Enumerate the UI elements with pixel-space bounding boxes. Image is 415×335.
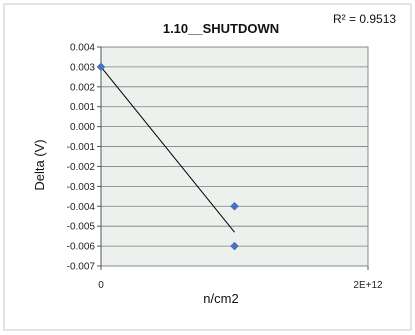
y-tick-label: -0.006 — [67, 242, 96, 253]
x-tick-label: 0 — [98, 280, 104, 291]
y-tick-label: 0.003 — [70, 62, 95, 73]
data-point — [230, 201, 239, 211]
data-point — [96, 62, 106, 72]
plot-area: 0.004 0.003 0.002 0.001 0.000 -0.001 -0.002 -0.… — [67, 43, 383, 292]
data-point — [230, 241, 239, 251]
x-axis-title: n/cm2 — [203, 291, 238, 306]
y-tick-label: -0.005 — [67, 222, 96, 233]
chart-title: 1.10__SHUTDOWN — [163, 21, 279, 36]
y-tick-label: 0.004 — [70, 43, 95, 54]
r-squared-label: R² = 0.9513 — [333, 12, 396, 26]
plot-background — [100, 46, 369, 267]
y-tick-label: -0.002 — [67, 162, 96, 173]
y-tick-label: -0.007 — [67, 262, 96, 273]
x-tick-label: 2E+12 — [353, 280, 383, 291]
y-tick-label: 0.000 — [70, 122, 95, 133]
y-tick-label: -0.003 — [67, 182, 96, 193]
y-tick-label: 0.001 — [70, 102, 95, 113]
y-tick-label: -0.001 — [67, 142, 96, 153]
trendline — [100, 66, 235, 233]
y-axis-title: Delta (V) — [32, 139, 47, 190]
y-tick-label: -0.004 — [67, 202, 96, 213]
y-tick-label: 0.002 — [70, 82, 95, 93]
